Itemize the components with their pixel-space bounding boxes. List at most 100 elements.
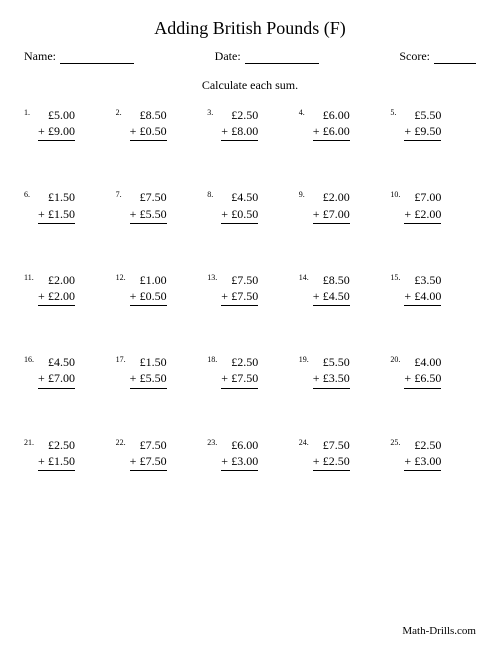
date-label: Date: [215, 49, 241, 64]
addend-top: £2.50 [404, 437, 441, 453]
problem: 2.£8.50+£0.50 [116, 107, 202, 141]
addend-top: £2.50 [38, 437, 75, 453]
addend-bottom: +£4.00 [404, 288, 441, 306]
problem-number: 22. [116, 437, 130, 447]
addend-top: £5.50 [313, 354, 350, 370]
problem-stack: £1.00+£0.50 [130, 272, 167, 306]
addend-bottom: +£3.00 [221, 453, 258, 471]
problem-number: 17. [116, 354, 130, 364]
problem-stack: £4.00+£6.50 [404, 354, 441, 388]
addend-bottom: +£7.50 [221, 370, 258, 388]
addend-top: £1.50 [130, 354, 167, 370]
addend-top: £7.50 [221, 272, 258, 288]
problem-stack: £7.00+£2.00 [404, 189, 441, 223]
addend-bottom: +£0.50 [130, 123, 167, 141]
problem-stack: £2.50+£3.00 [404, 437, 441, 471]
name-label: Name: [24, 49, 56, 64]
problem-number: 19. [299, 354, 313, 364]
problem: 6.£1.50+£1.50 [24, 189, 110, 223]
page-title: Adding British Pounds (F) [24, 18, 476, 39]
problem-number: 3. [207, 107, 221, 117]
problem-number: 8. [207, 189, 221, 199]
problem-stack: £1.50+£5.50 [130, 354, 167, 388]
problem: 20.£4.00+£6.50 [390, 354, 476, 388]
problem: 19.£5.50+£3.50 [299, 354, 385, 388]
score-label: Score: [399, 49, 430, 64]
score-line[interactable] [434, 52, 476, 64]
problem-stack: £7.50+£7.50 [130, 437, 167, 471]
addend-bottom: +£0.50 [221, 206, 258, 224]
problem-stack: £2.50+£1.50 [38, 437, 75, 471]
addend-top: £4.50 [38, 354, 75, 370]
problem-stack: £2.50+£7.50 [221, 354, 258, 388]
addend-top: £8.50 [313, 272, 350, 288]
addend-bottom: +£5.50 [130, 370, 167, 388]
problem-stack: £3.50+£4.00 [404, 272, 441, 306]
problem: 11.£2.00+£2.00 [24, 272, 110, 306]
addend-top: £7.50 [313, 437, 350, 453]
problem-number: 4. [299, 107, 313, 117]
addend-top: £3.50 [404, 272, 441, 288]
problem: 17.£1.50+£5.50 [116, 354, 202, 388]
problem-stack: £1.50+£1.50 [38, 189, 75, 223]
addend-top: £8.50 [130, 107, 167, 123]
problem: 15.£3.50+£4.00 [390, 272, 476, 306]
problem: 3.£2.50+£8.00 [207, 107, 293, 141]
problem: 1.£5.00+£9.00 [24, 107, 110, 141]
problem-number: 13. [207, 272, 221, 282]
problem-number: 7. [116, 189, 130, 199]
addend-bottom: +£5.50 [130, 206, 167, 224]
addend-top: £1.00 [130, 272, 167, 288]
problem-stack: £7.50+£2.50 [313, 437, 350, 471]
problem-stack: £5.00+£9.00 [38, 107, 75, 141]
addend-top: £7.50 [130, 437, 167, 453]
problem-number: 2. [116, 107, 130, 117]
problem: 18.£2.50+£7.50 [207, 354, 293, 388]
problem-number: 5. [390, 107, 404, 117]
addend-bottom: +£7.00 [38, 370, 75, 388]
problem: 13.£7.50+£7.50 [207, 272, 293, 306]
problem-number: 11. [24, 272, 38, 282]
addend-top: £6.00 [313, 107, 350, 123]
addend-bottom: +£6.00 [313, 123, 350, 141]
problem-number: 1. [24, 107, 38, 117]
instruction: Calculate each sum. [24, 78, 476, 93]
problem-number: 25. [390, 437, 404, 447]
problem: 25.£2.50+£3.00 [390, 437, 476, 471]
problem: 9.£2.00+£7.00 [299, 189, 385, 223]
addend-top: £7.00 [404, 189, 441, 205]
problem-stack: £2.50+£8.00 [221, 107, 258, 141]
problem: 23.£6.00+£3.00 [207, 437, 293, 471]
addend-bottom: +£4.50 [313, 288, 350, 306]
addend-top: £2.50 [221, 354, 258, 370]
problem-stack: £8.50+£4.50 [313, 272, 350, 306]
problem: 5.£5.50+£9.50 [390, 107, 476, 141]
problem: 12.£1.00+£0.50 [116, 272, 202, 306]
date-line[interactable] [245, 52, 319, 64]
addend-bottom: +£3.00 [404, 453, 441, 471]
addend-top: £7.50 [130, 189, 167, 205]
problem: 10.£7.00+£2.00 [390, 189, 476, 223]
addend-bottom: +£7.50 [221, 288, 258, 306]
addend-bottom: +£1.50 [38, 206, 75, 224]
score-field: Score: [399, 49, 476, 64]
problem-stack: £4.50+£0.50 [221, 189, 258, 223]
problem: 8.£4.50+£0.50 [207, 189, 293, 223]
addend-bottom: +£2.00 [38, 288, 75, 306]
header-row: Name: Date: Score: [24, 49, 476, 64]
addend-bottom: +£9.00 [38, 123, 75, 141]
problem: 21.£2.50+£1.50 [24, 437, 110, 471]
problem-number: 21. [24, 437, 38, 447]
problem-stack: £2.00+£7.00 [313, 189, 350, 223]
problem-number: 23. [207, 437, 221, 447]
addend-bottom: +£7.50 [130, 453, 167, 471]
name-line[interactable] [60, 52, 134, 64]
problem: 16.£4.50+£7.00 [24, 354, 110, 388]
problem-number: 9. [299, 189, 313, 199]
problem-grid: 1.£5.00+£9.002.£8.50+£0.503.£2.50+£8.004… [24, 107, 476, 471]
addend-top: £6.00 [221, 437, 258, 453]
footer-credit: Math-Drills.com [402, 625, 476, 637]
problem-number: 10. [390, 189, 404, 199]
problem: 22.£7.50+£7.50 [116, 437, 202, 471]
problem-number: 6. [24, 189, 38, 199]
